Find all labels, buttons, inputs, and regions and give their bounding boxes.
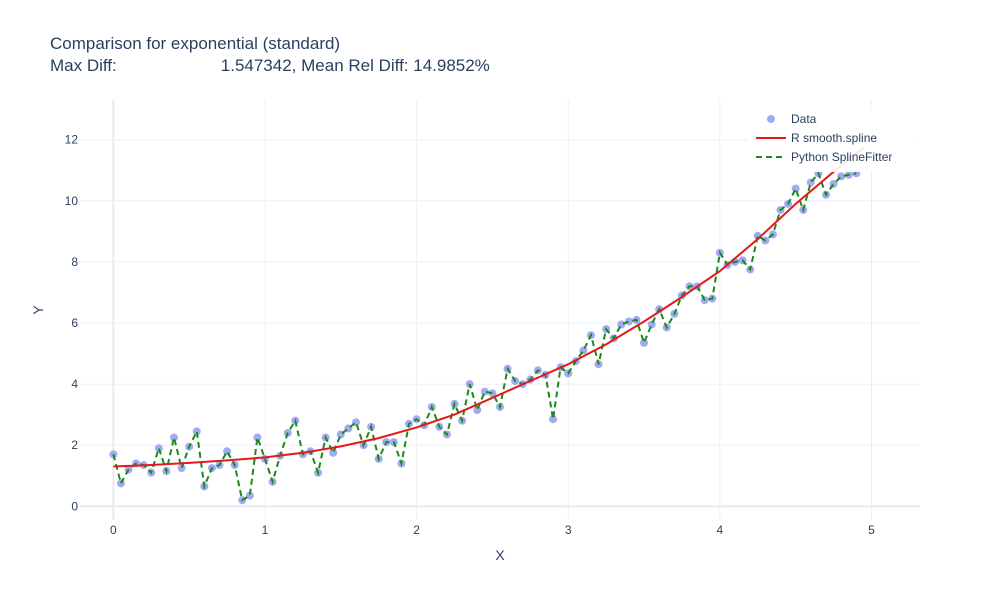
data-point [617,320,626,329]
legend-label: Data [791,112,817,126]
y-tick-label: 0 [71,499,78,513]
legend-label: R smooth.spline [791,131,877,145]
legend-swatch-data [767,115,775,123]
data-point [116,479,125,488]
y-tick-label: 4 [71,377,78,391]
chart-subtitle-label: Max Diff: [50,56,117,75]
chart-title-block: Comparison for exponential (standard) Ma… [50,33,490,77]
data-point [488,389,497,398]
y-tick-label: 2 [71,438,78,452]
data-point [549,415,558,424]
x-tick-label: 1 [262,523,269,537]
data-point [647,320,656,329]
x-tick-labels: 0 1 2 3 4 5 [110,523,875,537]
x-tick-label: 3 [565,523,572,537]
data-point [245,491,254,500]
chart-title: Comparison for exponential (standard) [50,34,341,53]
data-point [473,406,482,415]
y-axis-title: Y [30,305,46,315]
x-tick-label: 0 [110,523,117,537]
y-tick-labels: 0 2 4 6 8 10 12 [65,133,79,514]
legend-label: Python SplineFitter [791,150,892,164]
x-axis-title: X [495,547,505,563]
chart-subtitle: Max Diff: 1.547342, Mean Rel Diff: 14.985… [50,55,490,77]
y-tick-label: 8 [71,255,78,269]
data-point [253,433,262,442]
data-point [154,444,163,453]
chart-subtitle-value: 1.547342, Mean Rel Diff: 14.9852% [220,56,490,75]
x-tick-label: 4 [717,523,724,537]
y-tick-label: 6 [71,316,78,330]
data-point [329,448,338,457]
data-point [640,338,649,347]
x-tick-label: 5 [868,523,875,537]
r-smooth-spline-line [113,146,865,468]
x-tick-label: 2 [413,523,420,537]
y-tick-label: 10 [65,194,79,208]
y-tick-label: 12 [65,133,79,147]
data-point [480,387,489,396]
data-point [624,317,633,326]
data-point [223,447,232,456]
data-point [170,433,179,442]
y-gridlines [80,139,920,508]
series-layer [109,146,865,505]
data-point [192,427,201,436]
legend: Data R smooth.spline Python SplineFitter [748,106,918,172]
data-point [177,464,186,473]
